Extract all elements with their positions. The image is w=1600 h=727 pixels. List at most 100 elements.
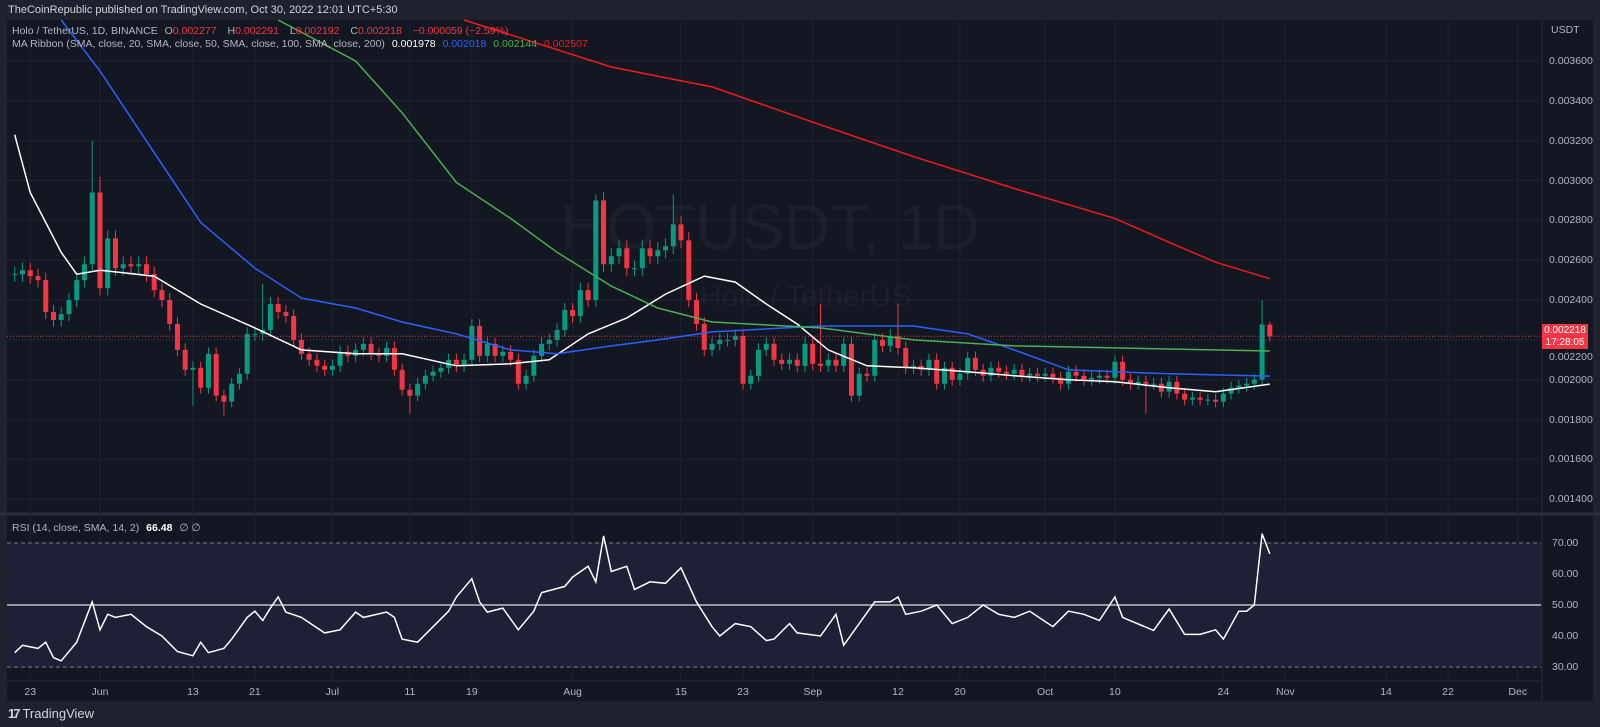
- rsi-tick-label: 60.00: [1552, 568, 1579, 581]
- candle-down: [972, 357, 978, 370]
- candle-down: [322, 365, 328, 370]
- candle-down: [771, 343, 777, 360]
- symbol-name[interactable]: Holo / TetherUS, 1D, BINANCE: [12, 25, 158, 37]
- candle-down: [376, 353, 382, 356]
- candle-up: [384, 347, 390, 356]
- candle-down: [895, 335, 901, 348]
- candle-down: [143, 264, 149, 275]
- rsi-legend[interactable]: RSI (14, close, SMA, 14, 2) 66.48 ∅ ∅: [12, 522, 205, 534]
- candle-up: [353, 349, 359, 356]
- close-label: C: [350, 25, 358, 37]
- candle-down: [515, 359, 521, 384]
- candle-down: [314, 359, 320, 366]
- ma-ribbon-label[interactable]: MA Ribbon (SMA, close, 20, SMA, close, 5…: [12, 38, 385, 50]
- candle-down: [1158, 383, 1164, 392]
- price-tick-label: 0.001800: [1549, 413, 1593, 426]
- time-tick-label: 23: [737, 686, 749, 698]
- rsi-line: [14, 533, 1271, 662]
- candle-up: [639, 248, 645, 269]
- candle-down: [624, 248, 630, 269]
- candle-up: [786, 359, 792, 364]
- candle-down: [306, 353, 312, 360]
- candle-down: [864, 373, 870, 376]
- time-tick-label: 15: [675, 686, 687, 698]
- candle-up: [89, 192, 95, 265]
- tradingview-logo-icon: 17: [8, 706, 21, 721]
- time-tick-label: Jul: [325, 686, 340, 698]
- candle-down: [283, 312, 289, 316]
- candle-up: [1096, 375, 1102, 378]
- price-tick-label: 0.002000: [1549, 373, 1593, 386]
- chart-frame[interactable]: [7, 20, 1593, 701]
- candle-up: [1027, 373, 1033, 376]
- time-tick-label: 13: [187, 686, 199, 698]
- rsi-label[interactable]: RSI (14, close, SMA, 14, 2): [12, 522, 140, 534]
- candle-up: [1166, 381, 1172, 392]
- time-tick-label: 10: [1109, 686, 1121, 698]
- candle-up: [422, 375, 428, 384]
- candle-up: [120, 264, 126, 269]
- candle-down: [701, 323, 707, 350]
- rsi-tick-label: 40.00: [1552, 629, 1579, 642]
- candle-up: [1151, 383, 1157, 385]
- candle-up: [267, 304, 273, 330]
- candle-up: [523, 375, 529, 384]
- candle-down: [740, 335, 746, 384]
- candle-down: [848, 343, 854, 396]
- ma100-line: [277, 19, 1270, 352]
- candle-up: [872, 339, 878, 376]
- candle-down: [601, 200, 607, 265]
- time-tick-label: 20: [954, 686, 966, 698]
- candle-up: [244, 333, 250, 374]
- price-tick-label: 0.003000: [1549, 174, 1593, 187]
- candle-up: [438, 367, 444, 372]
- candle-up: [252, 333, 258, 335]
- candle-up: [500, 351, 506, 356]
- candle-down: [996, 367, 1002, 372]
- time-tick-label: Dec: [1508, 686, 1528, 698]
- change-value: −0.000059 (−2.59%): [412, 25, 509, 37]
- candle-down: [1182, 393, 1188, 400]
- candle-up: [941, 367, 947, 384]
- candle-up: [1244, 383, 1250, 386]
- candle-up: [965, 357, 971, 374]
- candle-down: [1003, 371, 1009, 374]
- time-tick-label: 11: [404, 686, 416, 698]
- candle-up: [58, 314, 64, 320]
- candle-up: [616, 248, 622, 257]
- candle-up: [12, 274, 18, 276]
- symbol-legend[interactable]: Holo / TetherUS, 1D, BINANCE O0.002277 H…: [12, 25, 512, 37]
- price-tick-label: 0.001600: [1549, 453, 1593, 466]
- candle-down: [35, 276, 41, 281]
- candle-up: [926, 359, 932, 370]
- price-tick-label: 0.002800: [1549, 214, 1593, 227]
- candle-down: [213, 353, 219, 396]
- candle-down: [43, 280, 49, 313]
- candle-up: [608, 256, 614, 265]
- candle-down: [174, 323, 180, 350]
- candle-up: [725, 339, 731, 341]
- candle-down: [1081, 375, 1087, 380]
- candle-up: [461, 359, 467, 366]
- candle-up: [988, 367, 994, 376]
- price-tick-label: 0.002200: [1549, 351, 1593, 364]
- price-tick-label: 0.001400: [1549, 493, 1593, 506]
- candle-up: [105, 238, 111, 289]
- candle-up: [74, 280, 80, 301]
- candle-down: [128, 264, 134, 267]
- candle-down: [453, 359, 459, 366]
- tradingview-logo[interactable]: 17 TradingView: [8, 706, 94, 721]
- candle-down: [1143, 381, 1149, 384]
- price-tick-label: 0.003600: [1549, 55, 1593, 68]
- candle-up: [360, 343, 366, 350]
- bar-countdown: 17:28:05: [1545, 336, 1585, 348]
- time-tick-label: 12: [892, 686, 904, 698]
- candle-down: [508, 351, 514, 360]
- candle-down: [167, 300, 173, 324]
- candle-down: [221, 395, 227, 402]
- candle-down: [1120, 361, 1126, 380]
- candle-up: [484, 343, 490, 356]
- candle-down: [694, 300, 700, 324]
- ma-ribbon-legend[interactable]: MA Ribbon (SMA, close, 20, SMA, close, 5…: [12, 38, 592, 50]
